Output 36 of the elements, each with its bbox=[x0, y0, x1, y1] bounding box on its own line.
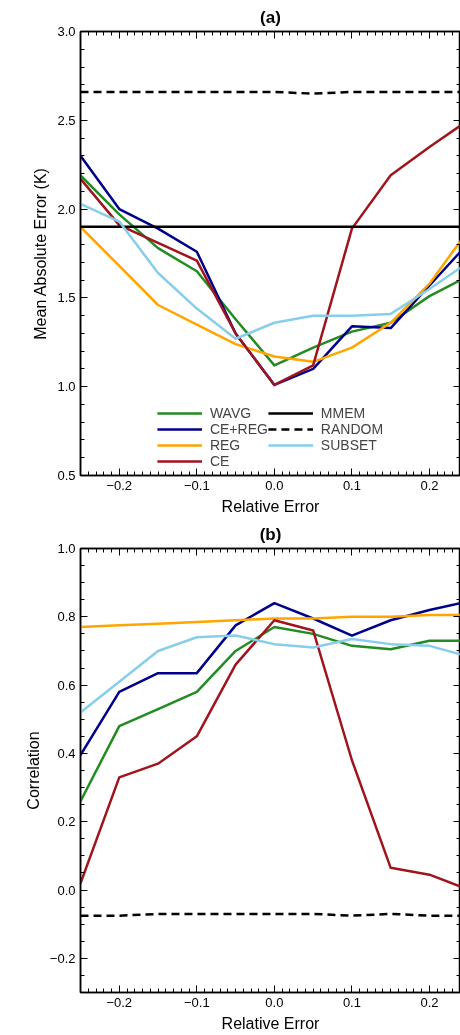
y-axis-title: Mean Absolute Error (K) bbox=[32, 168, 50, 340]
y-tick-label: 1.0 bbox=[57, 541, 76, 556]
x-tick-label: 0.2 bbox=[420, 477, 439, 493]
y-axis-title: Correlation bbox=[24, 731, 42, 810]
y-tick-label: 2.0 bbox=[57, 201, 76, 217]
y-tick-label: 0.4 bbox=[57, 745, 76, 761]
y-tick-label: 3.0 bbox=[57, 24, 76, 39]
legend-label: CE+REG bbox=[209, 421, 268, 437]
legend-label: MMEM bbox=[320, 405, 366, 421]
x-tick-label: −0.2 bbox=[106, 477, 133, 493]
x-tick-label: −0.1 bbox=[183, 477, 210, 493]
chart-title: (b) bbox=[259, 524, 282, 544]
y-tick-label: 0.8 bbox=[57, 609, 76, 625]
x-tick-label: −0.2 bbox=[106, 994, 133, 1010]
legend-label: SUBSET bbox=[320, 437, 377, 453]
y-tick-label: 0.6 bbox=[57, 677, 76, 693]
y-tick-label: 1.0 bbox=[57, 379, 76, 395]
x-tick-label: 0.1 bbox=[342, 477, 361, 493]
y-tick-label: 0.2 bbox=[57, 814, 76, 830]
legend-label: REG bbox=[209, 437, 241, 453]
y-tick-label: 0.5 bbox=[57, 468, 76, 483]
x-tick-label: −0.1 bbox=[183, 994, 210, 1010]
x-tick-label: 0.0 bbox=[265, 994, 284, 1010]
y-tick-label: 2.5 bbox=[57, 112, 76, 128]
legend-label: CE bbox=[209, 453, 230, 469]
x-tick-label: 0.1 bbox=[342, 994, 361, 1010]
legend-label: RANDOM bbox=[320, 421, 384, 437]
x-axis-title: Relative Error bbox=[221, 497, 321, 515]
y-tick-label: 0.0 bbox=[57, 882, 76, 898]
x-tick-label: 0.0 bbox=[265, 477, 284, 493]
x-tick-label: 0.2 bbox=[420, 994, 439, 1010]
x-axis-title: Relative Error bbox=[221, 1014, 321, 1032]
chart-title: (a) bbox=[260, 7, 281, 27]
legend-label: WAVG bbox=[209, 405, 252, 421]
y-tick-label: −0.2 bbox=[49, 950, 76, 966]
y-tick-label: 1.5 bbox=[57, 290, 76, 306]
